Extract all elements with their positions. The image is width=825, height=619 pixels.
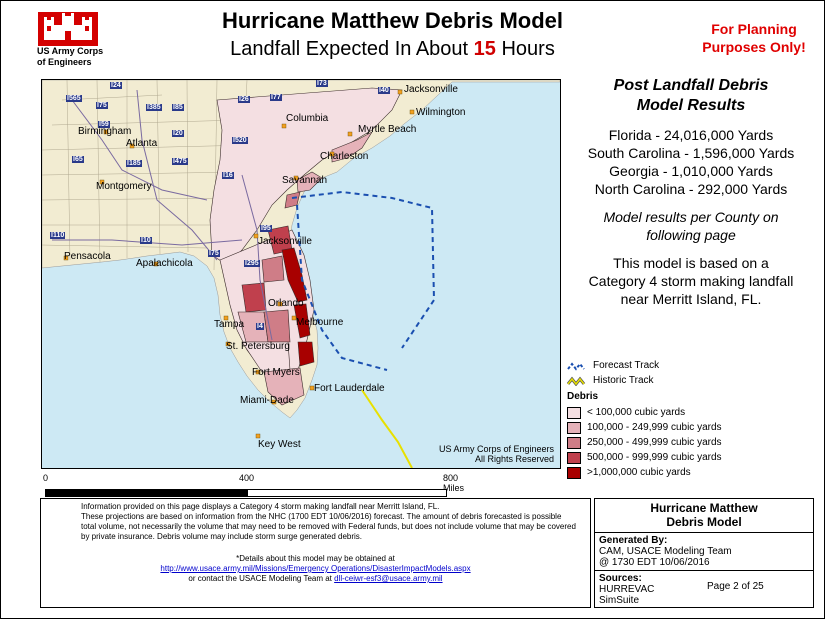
results-panel: Post Landfall Debris Model Results Flori… bbox=[560, 76, 822, 308]
interstate-shield: I295 bbox=[244, 260, 260, 267]
legend-forecast-track: Forecast Track bbox=[567, 358, 817, 373]
model-description: This model is based on a Category 4 stor… bbox=[588, 255, 794, 307]
city-label: Atlanta bbox=[126, 138, 158, 149]
legend-class: 500,000 - 999,999 cubic yards bbox=[567, 450, 817, 465]
city-label: Melbourne bbox=[296, 317, 344, 328]
legend-class: < 100,000 cubic yards bbox=[567, 405, 817, 420]
interstate-shield: I85 bbox=[172, 104, 184, 111]
interstate-shield: I4 bbox=[256, 323, 264, 330]
city-label: St. Petersburg bbox=[226, 341, 290, 352]
city-label: Apalachicola bbox=[136, 258, 193, 269]
interstate-shield: I10 bbox=[140, 237, 152, 244]
interstate-shield: I59 bbox=[98, 121, 110, 128]
sources: Sources: HURREVAC SimSuite Page 2 of 25 bbox=[599, 573, 764, 606]
interstate-shields: I565 I24 I75 I85 I385 I26 I77 I73 I40 I5… bbox=[42, 80, 560, 468]
legend-historic-track: Historic Track bbox=[567, 373, 817, 388]
map-legend: Forecast Track Historic Track Debris < 1… bbox=[567, 358, 817, 480]
debris-map: I565 I24 I75 I85 I385 I26 I77 I73 I40 I5… bbox=[41, 79, 561, 469]
city-label: Fort Lauderdale bbox=[314, 383, 385, 394]
interstate-shield: I95 bbox=[260, 225, 272, 232]
city-label: Savannah bbox=[282, 175, 328, 186]
title-block: Hurricane Matthew Debris Model Generated… bbox=[594, 498, 814, 608]
interstate-shield: I65 bbox=[72, 156, 84, 163]
legend-class: 250,000 - 499,999 cubic yards bbox=[567, 435, 817, 450]
interstate-shield: I26 bbox=[238, 96, 250, 103]
interstate-shield: I75 bbox=[208, 250, 220, 257]
info-details: *Details about this model may be obtaine… bbox=[160, 554, 471, 583]
state-totals: Florida - 24,016,000 Yards South Carolin… bbox=[560, 126, 822, 198]
scale-bar: 0 400 800 Miles bbox=[41, 473, 465, 497]
scale-label: 400 bbox=[239, 473, 255, 483]
historic-track-line bbox=[361, 389, 413, 468]
legend-class: 100,000 - 249,999 cubic yards bbox=[567, 420, 817, 435]
city-label: Wilmington bbox=[416, 107, 466, 118]
interstate-shield: I185 bbox=[126, 160, 142, 167]
interstate-shield: I73 bbox=[316, 80, 328, 87]
planning-warning: For Planning Purposes Only! bbox=[702, 21, 806, 55]
debris-counties bbox=[209, 87, 403, 406]
city-labels: Jacksonville Wilmington Columbia Myrtle … bbox=[42, 80, 560, 468]
city-label: Miami-Dade bbox=[240, 395, 294, 406]
state-total: Florida - 24,016,000 Yards bbox=[608, 127, 774, 143]
map-copyright: US Army Corps of Engineers All Rights Re… bbox=[438, 444, 554, 464]
scale-segment bbox=[247, 489, 447, 497]
city-label: Birmingham bbox=[78, 126, 132, 137]
generated-by: Generated By: CAM, USACE Modeling Team @… bbox=[595, 533, 813, 571]
page-title: Hurricane Matthew Debris Model bbox=[221, 8, 564, 33]
historic-track-symbol bbox=[567, 376, 586, 386]
interstate-shield: I20 bbox=[172, 130, 184, 137]
legend-debris-title: Debris bbox=[567, 391, 599, 402]
results-note: Model results per County on following pa… bbox=[603, 209, 779, 243]
title-block-name: Hurricane Matthew Debris Model bbox=[595, 499, 813, 533]
page-subtitle: Landfall Expected In About 15 Hours bbox=[230, 38, 555, 60]
legend-class: >1,000,000 cubic yards bbox=[567, 465, 817, 480]
city-label: Pensacola bbox=[64, 251, 111, 262]
state-total: North Carolina - 292,000 Yards bbox=[594, 181, 788, 197]
county-boundaries bbox=[42, 80, 253, 271]
scale-label: 800 Miles bbox=[443, 473, 465, 493]
city-label: Columbia bbox=[286, 113, 329, 124]
city-label: Tampa bbox=[214, 319, 245, 330]
page-number: Page 2 of 25 bbox=[707, 581, 764, 592]
interstate-shield: I40 bbox=[378, 87, 390, 94]
land-mass bbox=[42, 80, 560, 419]
city-label: Jacksonville bbox=[258, 236, 312, 247]
interstate-shield: I520 bbox=[232, 137, 248, 144]
interstate-shield: I75 bbox=[96, 102, 108, 109]
interstate-shield: I110 bbox=[50, 232, 66, 239]
city-markers bbox=[63, 89, 415, 439]
interstate-shield: I16 bbox=[222, 172, 234, 179]
forecast-track-symbol bbox=[567, 361, 585, 371]
interstate-shield: I385 bbox=[146, 104, 162, 111]
state-total: Georgia - 1,010,000 Yards bbox=[609, 163, 773, 179]
agency-name: US Army Corps of Engineers bbox=[37, 46, 104, 67]
interstate-shield: I565 bbox=[66, 95, 82, 102]
city-label: Key West bbox=[258, 439, 301, 450]
info-paragraph: These projections are based on informati… bbox=[81, 512, 576, 541]
city-label: Orlando bbox=[268, 298, 304, 309]
usace-castle-logo bbox=[38, 12, 98, 46]
interstate-shield: I77 bbox=[270, 94, 282, 101]
state-total: South Carolina - 1,596,000 Yards bbox=[587, 145, 795, 161]
interstate-shield: I475 bbox=[172, 158, 188, 165]
scale-label: 0 bbox=[43, 473, 49, 483]
city-label: Fort Myers bbox=[252, 367, 300, 378]
interstate-lines bbox=[52, 89, 273, 341]
city-label: Myrtle Beach bbox=[358, 124, 417, 135]
forecast-track-line bbox=[291, 190, 436, 371]
interstate-shield: I24 bbox=[110, 82, 122, 89]
city-label: Montgomery bbox=[96, 181, 152, 192]
city-label: Jacksonville bbox=[404, 84, 458, 95]
info-box: Information provided on this page displa… bbox=[40, 498, 591, 608]
info-paragraph: Information provided on this page displa… bbox=[81, 502, 440, 511]
scale-segment bbox=[45, 489, 247, 497]
city-label: Charleston bbox=[320, 151, 369, 162]
contact-email-link[interactable]: dll-ceiwr-esf3@usace.army.mil bbox=[334, 574, 443, 583]
landfall-hours: 15 bbox=[473, 38, 496, 60]
results-title: Post Landfall Debris Model Results bbox=[613, 77, 769, 114]
details-link[interactable]: http://www.usace.army.mil/Missions/Emerg… bbox=[160, 564, 471, 573]
